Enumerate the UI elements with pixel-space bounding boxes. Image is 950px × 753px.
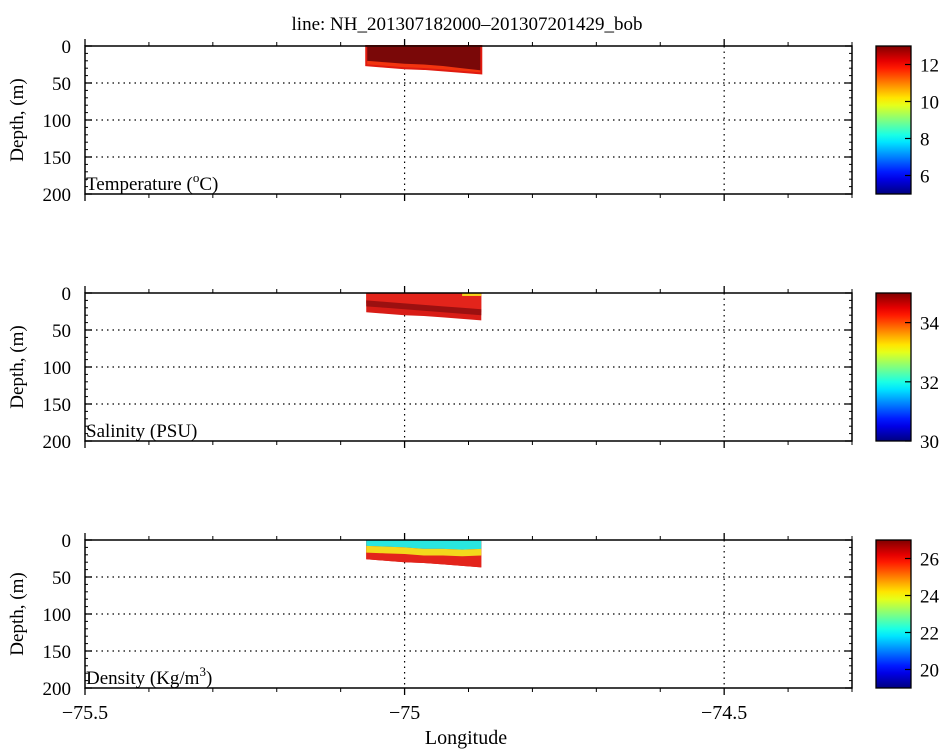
x-axis-label: Longitude [425,727,507,749]
colorbar-tick-label: 10 [920,93,939,114]
panel-label-tail: ) [206,668,212,689]
figure-title: line: NH_201307182000–201307201429_bob [292,14,643,35]
panel-label-superscript: o [193,170,200,185]
panel-label-superscript: 3 [199,664,206,679]
panel-label-tail: C) [199,174,218,195]
y-axis-label: Depth, (m) [7,572,28,655]
y-tick-label: 0 [62,284,72,305]
colorbar-tick-label: 32 [920,373,939,394]
panel-1: 0 50 100 150 200 Depth, (m) Temperature (oC) 6 8… [7,37,939,206]
y-tick-label: 200 [43,679,72,700]
y-tick-label: 100 [43,605,72,626]
y-tick-label: 50 [52,321,71,342]
data-section-fresh-patch [462,293,482,296]
colorbar-tick-label: 26 [920,550,939,571]
colorbar-tick-label: 22 [920,624,939,645]
y-tick-label: 50 [52,568,71,589]
colorbar-tick-label: 34 [920,314,940,335]
colorbar-tick-label: 12 [920,56,939,77]
colorbar-tick-label: 30 [920,432,939,453]
y-axis-label: Depth, (m) [7,325,28,408]
colorbar [875,539,912,689]
data-section-outline [365,45,483,75]
y-axis-label: Depth, (m) [7,78,28,161]
colorbar-tick-label: 20 [920,661,939,682]
y-tick-label: 100 [43,358,72,379]
y-tick-label: 50 [52,74,71,95]
y-tick-label: 200 [43,432,72,453]
colorbar-tick-label: 24 [920,587,940,608]
y-tick-label: 200 [43,185,72,206]
data-section-upper [366,540,482,550]
y-tick-label: 0 [62,531,72,552]
y-tick-label: 150 [43,642,72,663]
x-tick-label: −74.5 [701,702,747,724]
colorbar [875,292,912,442]
y-tick-label: 0 [62,37,72,58]
y-tick-label: 150 [43,395,72,416]
panel-2: 0 50 100 150 200 Depth, (m) Salinity (PSU) 30 32… [7,284,940,453]
panel-label: Density (Kg/m3) [86,664,212,689]
data-section-upper [366,46,482,71]
colorbar-tick-label: 8 [920,130,930,151]
colorbar [875,45,912,195]
data-section-mid-layer [366,300,482,316]
data-section-mid-layer [366,545,482,557]
panel-label: Temperature (oC) [86,170,218,195]
panel-3: 0 50 100 150 200−75.5 −75 −74.5 Depth, (m) Densi… [7,531,940,724]
y-tick-label: 100 [43,111,72,132]
y-tick-label: 150 [43,148,72,169]
colorbar-tick-label: 6 [920,167,930,188]
panel-label: Salinity (PSU) [86,421,197,442]
x-tick-label: −75 [389,702,420,724]
x-tick-label: −75.5 [62,702,108,724]
